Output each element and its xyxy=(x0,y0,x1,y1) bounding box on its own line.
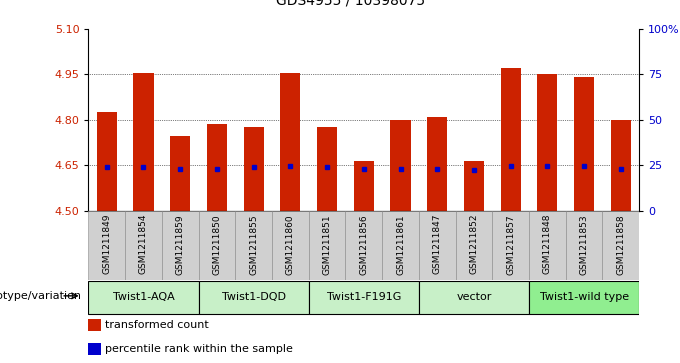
Text: GSM1211848: GSM1211848 xyxy=(543,214,552,274)
Text: Twist1-wild type: Twist1-wild type xyxy=(539,292,629,302)
FancyBboxPatch shape xyxy=(345,211,382,280)
Text: GSM1211852: GSM1211852 xyxy=(469,214,479,274)
Bar xyxy=(317,127,337,211)
FancyBboxPatch shape xyxy=(492,211,529,280)
FancyBboxPatch shape xyxy=(309,211,345,280)
FancyBboxPatch shape xyxy=(529,281,639,314)
Text: GSM1211850: GSM1211850 xyxy=(212,214,222,275)
Bar xyxy=(97,112,117,211)
FancyBboxPatch shape xyxy=(419,281,529,314)
Text: GSM1211856: GSM1211856 xyxy=(359,214,369,275)
Text: GSM1211847: GSM1211847 xyxy=(432,214,442,274)
FancyBboxPatch shape xyxy=(272,211,309,280)
Text: percentile rank within the sample: percentile rank within the sample xyxy=(105,344,293,354)
FancyBboxPatch shape xyxy=(235,211,272,280)
Text: GSM1211860: GSM1211860 xyxy=(286,214,295,275)
Text: Twist1-DQD: Twist1-DQD xyxy=(222,292,286,302)
Text: GSM1211861: GSM1211861 xyxy=(396,214,405,275)
FancyBboxPatch shape xyxy=(199,281,309,314)
Bar xyxy=(88,319,101,331)
Text: Twist1-F191G: Twist1-F191G xyxy=(326,292,401,302)
Bar xyxy=(88,343,101,355)
Text: GSM1211858: GSM1211858 xyxy=(616,214,626,275)
FancyBboxPatch shape xyxy=(199,211,235,280)
FancyBboxPatch shape xyxy=(309,281,419,314)
Bar xyxy=(537,74,558,211)
Bar xyxy=(133,73,154,211)
Bar xyxy=(243,127,264,211)
Text: GSM1211854: GSM1211854 xyxy=(139,214,148,274)
Bar xyxy=(354,161,374,211)
Text: transformed count: transformed count xyxy=(105,321,209,330)
Text: GSM1211851: GSM1211851 xyxy=(322,214,332,275)
FancyBboxPatch shape xyxy=(125,211,162,280)
Bar xyxy=(464,161,484,211)
Bar xyxy=(611,120,631,211)
Text: GSM1211849: GSM1211849 xyxy=(102,214,112,274)
FancyBboxPatch shape xyxy=(419,211,456,280)
FancyBboxPatch shape xyxy=(382,211,419,280)
Text: GSM1211853: GSM1211853 xyxy=(579,214,589,275)
FancyBboxPatch shape xyxy=(162,211,199,280)
Text: GSM1211859: GSM1211859 xyxy=(175,214,185,275)
Bar xyxy=(390,120,411,211)
Bar xyxy=(427,117,447,211)
Bar xyxy=(500,68,521,211)
FancyBboxPatch shape xyxy=(88,281,199,314)
Text: Twist1-AQA: Twist1-AQA xyxy=(113,292,174,302)
Text: GSM1211855: GSM1211855 xyxy=(249,214,258,275)
FancyBboxPatch shape xyxy=(566,211,602,280)
FancyBboxPatch shape xyxy=(88,211,125,280)
FancyBboxPatch shape xyxy=(602,211,639,280)
FancyBboxPatch shape xyxy=(529,211,566,280)
Text: GSM1211857: GSM1211857 xyxy=(506,214,515,275)
Bar xyxy=(207,125,227,211)
Text: genotype/variation: genotype/variation xyxy=(0,291,82,301)
FancyBboxPatch shape xyxy=(456,211,492,280)
Bar xyxy=(280,73,301,211)
Bar xyxy=(170,136,190,211)
Text: vector: vector xyxy=(456,292,492,302)
Text: GDS4955 / 10398075: GDS4955 / 10398075 xyxy=(275,0,425,7)
Bar xyxy=(574,77,594,211)
